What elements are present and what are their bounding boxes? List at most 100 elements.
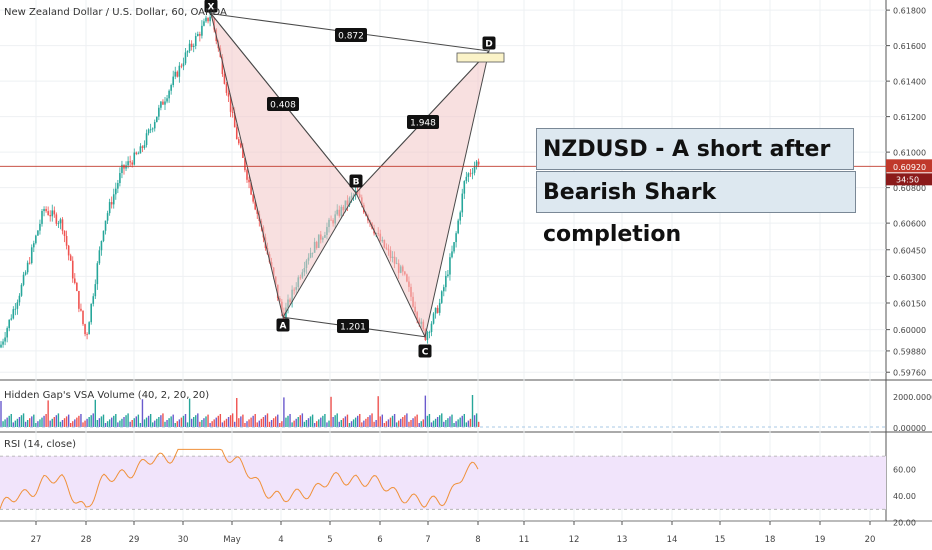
candle-body <box>115 188 117 195</box>
volume-bar <box>432 420 435 427</box>
candle-body <box>112 194 115 205</box>
candle-body <box>244 157 246 171</box>
candle-body <box>10 318 13 320</box>
candle-body <box>223 74 226 84</box>
volume-bar <box>387 419 390 427</box>
pivot-label-x: X <box>208 3 215 13</box>
volume-bar <box>451 414 453 427</box>
time-tick-label: 19 <box>815 535 826 545</box>
volume-bar <box>154 420 156 427</box>
volume-bar <box>168 418 170 427</box>
volume-bar <box>123 417 125 427</box>
volume-bar <box>334 415 336 427</box>
volume-bar <box>35 423 37 427</box>
time-tick-label: 18 <box>765 535 776 545</box>
volume-bar <box>473 415 476 427</box>
candle-body <box>225 83 228 93</box>
candle-body <box>174 71 177 77</box>
candle-body <box>139 146 142 154</box>
pivot-badge <box>482 36 496 50</box>
candle-body <box>69 255 72 261</box>
volume-bar <box>135 416 137 427</box>
candle-body <box>30 247 33 264</box>
volume-bar <box>393 414 396 427</box>
volume-bar <box>104 423 107 427</box>
volume-bar <box>336 413 338 427</box>
volume-bar <box>316 421 318 427</box>
candle-body <box>57 223 60 225</box>
volume-bar <box>174 423 176 427</box>
volume-bar <box>270 420 273 427</box>
volume-bar <box>45 414 47 427</box>
candle-body <box>137 153 140 155</box>
volume-bar <box>199 421 201 427</box>
volume-bar <box>379 416 381 427</box>
volume-bar <box>400 418 402 427</box>
candle-body <box>164 101 166 105</box>
volume-bar <box>303 421 306 427</box>
volume-bar <box>436 417 439 427</box>
candle-body <box>207 17 209 22</box>
rsi-line <box>0 448 479 509</box>
candle-body <box>235 127 238 140</box>
volume-bar <box>18 417 21 427</box>
volume-bar <box>348 423 351 427</box>
candle-body <box>53 210 56 215</box>
volume-bar <box>242 414 244 427</box>
volume-bar <box>213 419 215 427</box>
volume-bar <box>59 421 62 427</box>
price-tick-label: 0.61800 <box>893 7 926 16</box>
candle-body <box>461 193 464 213</box>
candle-body <box>252 194 254 202</box>
candle-body <box>449 257 451 275</box>
candle-body <box>184 52 187 64</box>
volume-bar <box>371 413 373 427</box>
volume-bar <box>250 417 252 427</box>
volume-bar <box>455 421 457 427</box>
volume-bar <box>152 422 154 427</box>
volume-bar <box>365 418 367 427</box>
volume-bar <box>264 415 267 427</box>
candle-body <box>459 212 461 221</box>
volume-bar <box>201 420 203 427</box>
volume-bar <box>100 416 103 427</box>
candle-body <box>285 307 287 321</box>
volume-bar <box>477 421 480 427</box>
volume-bar <box>236 398 238 427</box>
candle-body <box>256 209 259 214</box>
volume-bar <box>86 418 88 427</box>
time-tick-label: 8 <box>475 535 480 545</box>
candle-body <box>451 251 453 258</box>
volume-bar <box>277 414 279 427</box>
volume-bar <box>475 413 478 427</box>
volume-bar <box>361 422 363 427</box>
ratio-label: 1.948 <box>410 119 436 129</box>
volume-bar <box>289 414 291 427</box>
volume-bar <box>357 415 359 427</box>
volume-bar <box>98 418 101 427</box>
volume-bar <box>443 421 445 427</box>
candle-body <box>238 139 240 144</box>
volume-bar <box>307 418 310 427</box>
pivot-label-c: C <box>422 348 429 358</box>
volume-bar <box>453 423 455 427</box>
candle-body <box>434 307 437 314</box>
candle-body <box>22 274 25 285</box>
volume-bar <box>203 418 205 427</box>
time-tick-label: 14 <box>667 535 678 545</box>
volume-bar <box>373 421 375 427</box>
ratio-label: 0.872 <box>338 32 364 42</box>
volume-bar <box>377 396 379 427</box>
price-tick-label: 0.60600 <box>893 220 926 229</box>
volume-bar <box>6 417 8 427</box>
volume-bar <box>281 421 283 427</box>
volume-bar <box>434 418 437 427</box>
candle-body <box>158 107 160 117</box>
volume-bar <box>449 416 451 427</box>
ratio-label: 1.201 <box>340 323 366 333</box>
volume-bar <box>424 395 427 427</box>
volume-bar <box>49 420 51 427</box>
candle-body <box>227 92 230 97</box>
volume-bar <box>22 413 25 427</box>
candle-body <box>160 101 162 108</box>
